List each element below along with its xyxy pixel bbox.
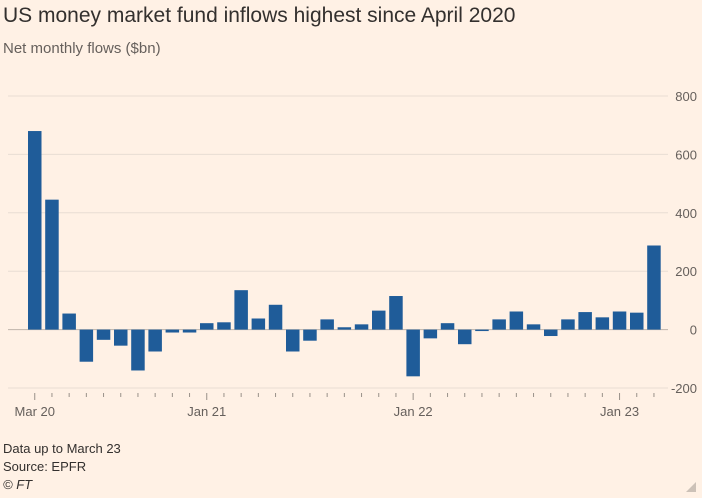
x-tick-label: Jan 21 <box>187 404 226 419</box>
x-tick-label: Jan 23 <box>600 404 639 419</box>
bar <box>423 329 438 339</box>
bar <box>630 312 644 330</box>
bar <box>79 329 94 362</box>
bar <box>406 329 420 377</box>
y-tick-label: 600 <box>675 147 697 162</box>
bar <box>28 131 42 330</box>
y-tick-label: 400 <box>675 206 697 221</box>
bar <box>200 323 214 330</box>
bar <box>458 329 472 345</box>
bar <box>148 329 162 352</box>
bar <box>389 296 403 330</box>
y-tick-label: 800 <box>675 89 697 104</box>
bar <box>647 245 661 330</box>
bar <box>612 311 627 330</box>
bar <box>96 329 111 340</box>
bar <box>475 329 489 332</box>
bar <box>337 327 352 330</box>
bar <box>131 329 145 371</box>
chart-subtitle: Net monthly flows ($bn) <box>3 40 161 57</box>
y-tick-label: -200 <box>671 381 697 396</box>
bar <box>303 329 317 341</box>
bar <box>234 290 248 330</box>
bar <box>268 304 283 330</box>
bar <box>440 323 455 330</box>
bar <box>544 329 558 337</box>
bar <box>354 324 369 330</box>
bar <box>182 329 197 333</box>
chart-title: US money market fund inflows highest sin… <box>3 4 516 27</box>
bar <box>251 318 266 330</box>
bar <box>217 322 231 330</box>
bar <box>578 312 592 330</box>
bar <box>286 329 300 352</box>
bar <box>526 324 541 330</box>
ft-credit: © FT <box>3 477 33 492</box>
x-tick-label: Mar 20 <box>15 404 55 419</box>
source-note: Source: EPFR <box>3 459 87 474</box>
data-note: Data up to March 23 <box>3 441 121 456</box>
x-tick-label: Jan 22 <box>394 404 433 419</box>
bar <box>492 319 506 330</box>
bar <box>561 319 575 330</box>
bar <box>320 319 334 330</box>
bar <box>114 329 128 346</box>
y-tick-label: 0 <box>690 323 697 338</box>
resize-handle-icon[interactable] <box>686 482 696 492</box>
bar <box>45 199 59 330</box>
bar <box>595 317 610 330</box>
y-tick-label: 200 <box>675 264 697 279</box>
bar <box>62 313 76 330</box>
bar <box>165 329 180 333</box>
bar <box>372 310 386 330</box>
bar <box>509 311 524 330</box>
